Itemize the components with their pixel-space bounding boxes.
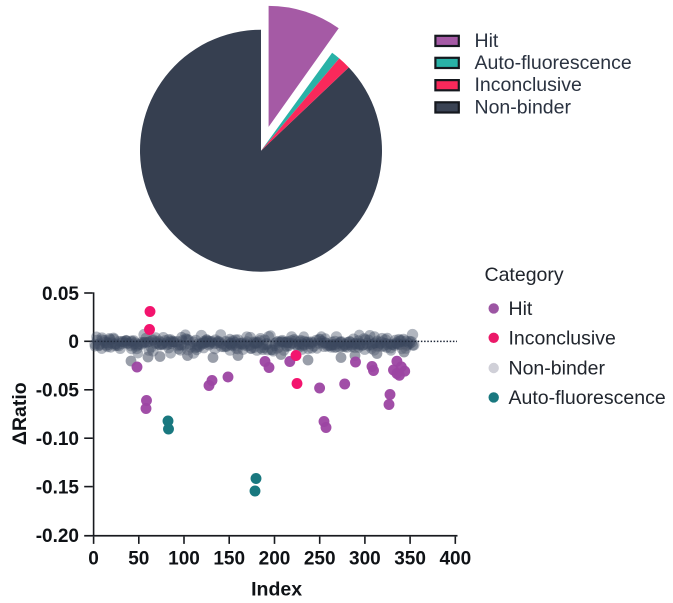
svg-text:Non-binder: Non-binder [509, 358, 606, 380]
svg-text:Hit: Hit [509, 298, 533, 320]
svg-text:-0.10: -0.10 [36, 429, 79, 450]
svg-text:150: 150 [213, 549, 245, 570]
svg-text:ΔRatio: ΔRatio [9, 382, 31, 445]
svg-text:0.05: 0.05 [42, 284, 79, 305]
svg-text:Auto-fluorescence: Auto-fluorescence [475, 52, 632, 74]
svg-text:Category: Category [485, 264, 564, 286]
svg-text:Inconclusive: Inconclusive [475, 74, 582, 96]
svg-text:250: 250 [304, 549, 336, 570]
svg-text:0: 0 [68, 332, 79, 353]
svg-text:50: 50 [128, 549, 149, 570]
svg-text:350: 350 [394, 549, 426, 570]
svg-text:Hit: Hit [475, 30, 499, 52]
svg-text:0: 0 [88, 549, 99, 570]
svg-text:200: 200 [259, 549, 291, 570]
svg-text:400: 400 [439, 549, 471, 570]
svg-text:-0.15: -0.15 [36, 477, 80, 498]
svg-text:Non-binder: Non-binder [475, 96, 572, 118]
svg-text:Index: Index [251, 579, 302, 601]
svg-text:300: 300 [349, 549, 381, 570]
svg-text:-0.20: -0.20 [36, 526, 79, 547]
svg-text:100: 100 [168, 549, 200, 570]
svg-text:Auto-fluorescence: Auto-fluorescence [509, 387, 666, 409]
svg-text:-0.05: -0.05 [36, 381, 80, 402]
svg-text:Inconclusive: Inconclusive [509, 327, 616, 349]
